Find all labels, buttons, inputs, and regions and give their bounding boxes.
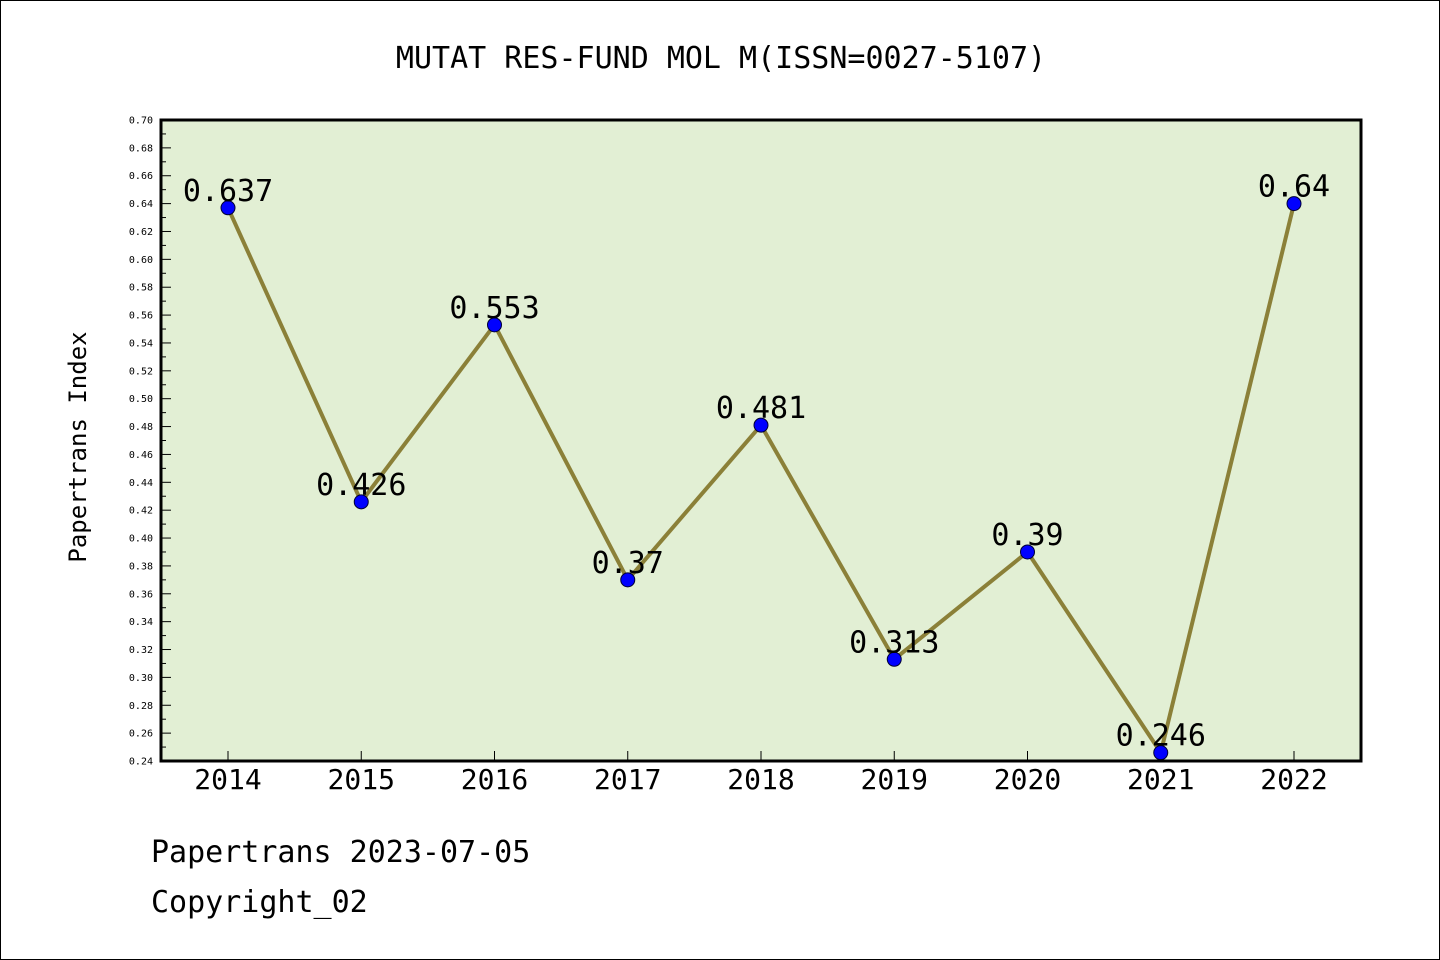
y-tick-label: 0.36 — [129, 589, 153, 600]
data-label: 0.553 — [449, 291, 539, 326]
x-tick-label: 2018 — [727, 763, 794, 796]
data-point — [353, 494, 369, 510]
y-tick-label: 0.50 — [129, 394, 153, 405]
footer-date: Papertrans 2023-07-05 — [151, 835, 531, 870]
y-tick-label: 0.58 — [129, 283, 153, 294]
y-tick-label: 0.34 — [129, 617, 153, 628]
data-point — [1020, 544, 1035, 560]
y-axis-label: Papertrans Index — [64, 331, 92, 562]
y-tick-label: 0.60 — [129, 255, 153, 266]
y-tick-label: 0.42 — [129, 506, 153, 517]
data-point — [1286, 196, 1302, 212]
x-tick-label: 2022 — [1260, 763, 1327, 796]
y-tick-label: 0.54 — [129, 338, 153, 349]
y-tick-label: 0.32 — [129, 645, 153, 656]
y-tick-label: 0.62 — [129, 227, 153, 238]
x-tick-label: 2016 — [461, 763, 528, 796]
y-tick-label: 0.24 — [129, 757, 153, 768]
data-point — [620, 572, 636, 588]
y-tick-label: 0.44 — [129, 478, 153, 489]
data-label: 0.37 — [592, 546, 664, 581]
data-point — [886, 651, 902, 667]
y-tick-label: 0.64 — [129, 199, 153, 210]
data-label: 0.39 — [991, 518, 1063, 553]
data-label: 0.313 — [849, 625, 939, 660]
data-point — [220, 200, 236, 216]
plot-border — [159, 118, 1363, 763]
plot-area — [161, 120, 1361, 761]
y-tick-label: 0.46 — [129, 450, 153, 461]
y-tick-label: 0.28 — [129, 701, 153, 712]
x-tick-label: 2015 — [328, 763, 395, 796]
x-tick-label: 2021 — [1127, 763, 1194, 796]
data-label: 0.64 — [1258, 170, 1330, 205]
x-tick-label: 2020 — [994, 763, 1061, 796]
data-point — [487, 317, 502, 333]
data-point — [753, 417, 769, 433]
data-label: 0.426 — [316, 468, 406, 503]
y-tick-label: 0.70 — [129, 116, 153, 127]
data-label: 0.481 — [716, 391, 806, 426]
chart-title: MUTAT RES-FUND MOL M(ISSN=0027-5107) — [396, 41, 1046, 76]
y-tick-label: 0.56 — [129, 311, 153, 322]
x-tick-label: 2019 — [861, 763, 928, 796]
y-tick-label: 0.26 — [129, 729, 153, 740]
y-tick-label: 0.40 — [129, 534, 153, 545]
x-tick-label: 2017 — [594, 763, 661, 796]
y-tick-label: 0.48 — [129, 422, 153, 433]
y-tick-label: 0.30 — [129, 673, 153, 684]
y-tick-label: 0.38 — [129, 561, 153, 572]
footer-copyright: Copyright_02 — [151, 885, 368, 920]
x-tick-label: 2014 — [194, 763, 261, 796]
y-tick-label: 0.68 — [129, 143, 153, 154]
data-label: 0.246 — [1116, 719, 1206, 754]
y-tick-label: 0.66 — [129, 171, 153, 182]
data-label: 0.637 — [183, 174, 273, 209]
y-tick-label: 0.52 — [129, 366, 153, 377]
